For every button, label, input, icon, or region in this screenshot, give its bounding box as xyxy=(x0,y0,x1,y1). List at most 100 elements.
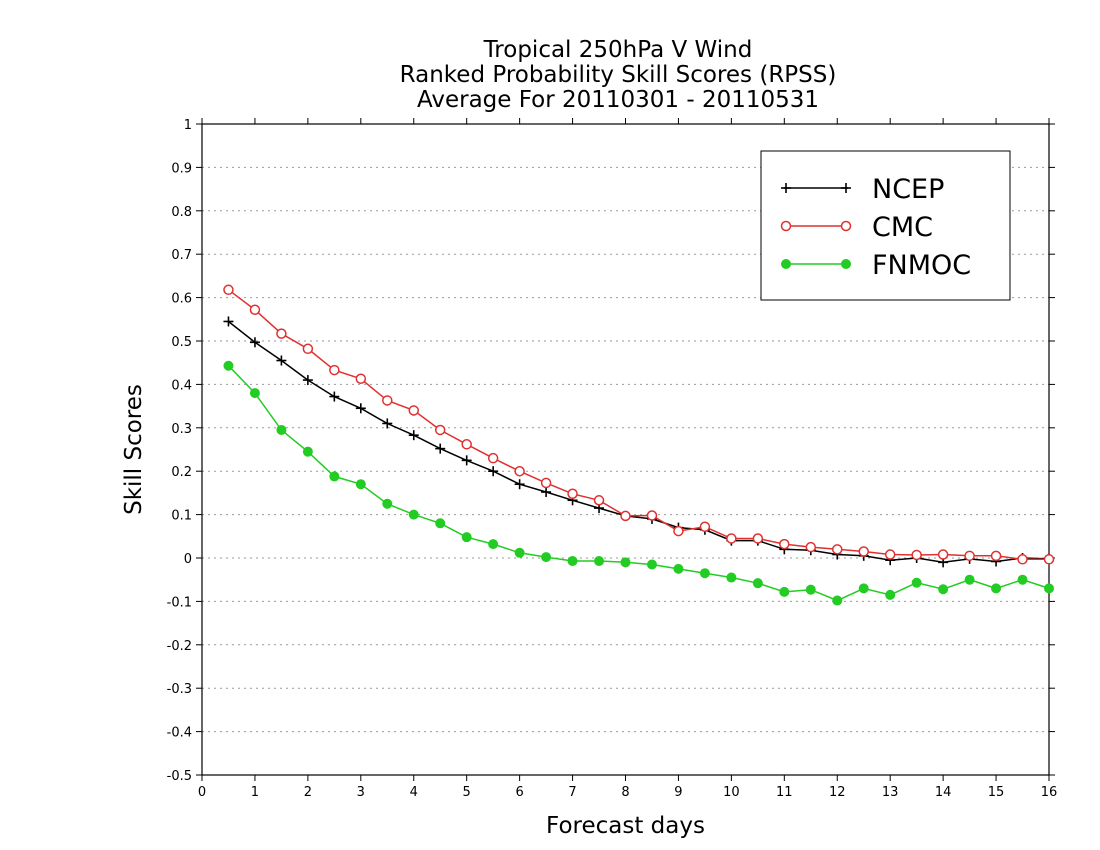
data-point-fnmoc xyxy=(673,563,684,574)
series-line-ncep xyxy=(228,320,1050,564)
data-point-cmc xyxy=(408,405,419,416)
data-point-ncep xyxy=(514,479,525,490)
x-tick-label: 3 xyxy=(357,785,365,800)
legend: NCEP CMC FNMOC xyxy=(760,150,1011,301)
data-point-fnmoc xyxy=(355,479,366,490)
data-point-fnmoc xyxy=(408,509,419,520)
data-point-fnmoc xyxy=(699,568,710,579)
y-tick-label: -0.5 xyxy=(167,769,192,784)
data-point-fnmoc xyxy=(488,539,499,550)
y-tick-label: 0.9 xyxy=(171,161,192,176)
data-point-cmc xyxy=(276,328,287,339)
data-point-fnmoc xyxy=(541,552,552,563)
data-point-cmc xyxy=(964,550,975,562)
y-tick-label: 0.5 xyxy=(171,335,192,350)
data-point-fnmoc xyxy=(567,556,578,567)
data-point-cmc xyxy=(514,465,525,477)
y-tick-label: 0.3 xyxy=(171,422,192,437)
y-axis: -0.5 -0.4 -0.3 -0.2 -0.1 0 0.1 0.2 0.3 0.4 0.5 0.6 0… xyxy=(167,118,1055,784)
data-point-fnmoc xyxy=(938,584,949,595)
data-point-cmc xyxy=(832,544,843,555)
data-point-fnmoc xyxy=(991,583,1002,594)
x-tick-label: 14 xyxy=(935,785,952,800)
y-tick-label: 1 xyxy=(184,118,192,133)
legend-marker xyxy=(840,220,852,232)
data-point-cmc xyxy=(223,284,234,296)
data-point-ncep xyxy=(408,430,419,441)
data-point-fnmoc xyxy=(805,584,816,595)
data-point-fnmoc xyxy=(885,589,896,600)
legend-marker xyxy=(841,259,851,269)
data-point-ncep xyxy=(249,337,260,348)
x-tick-label: 4 xyxy=(410,785,418,800)
data-point-fnmoc xyxy=(329,471,340,482)
data-point-fnmoc xyxy=(302,446,313,457)
data-point-cmc xyxy=(805,541,817,553)
data-point-fnmoc xyxy=(594,556,605,567)
data-point-fnmoc xyxy=(1044,583,1054,594)
series-lines xyxy=(223,284,1055,606)
y-tick-label: 0.4 xyxy=(171,378,192,393)
data-point-cmc xyxy=(1017,554,1028,565)
data-point-fnmoc xyxy=(435,518,446,529)
series-line-cmc xyxy=(228,289,1049,561)
data-point-cmc xyxy=(593,495,605,506)
data-point-fnmoc xyxy=(514,547,525,558)
data-point-cmc xyxy=(884,549,896,560)
data-point-ncep xyxy=(223,316,234,327)
data-point-ncep xyxy=(276,355,287,366)
x-tick-label: 6 xyxy=(515,785,523,800)
y-tick-label: 0.6 xyxy=(171,292,192,307)
y-tick-label: 0.8 xyxy=(171,205,192,220)
data-point-ncep xyxy=(355,403,366,414)
data-point-cmc xyxy=(673,525,684,537)
data-point-fnmoc xyxy=(911,577,922,588)
data-point-ncep xyxy=(541,487,552,498)
legend-marker xyxy=(781,259,791,269)
legend-item-cmc: CMC xyxy=(780,212,933,243)
x-tick-label: 2 xyxy=(304,785,312,800)
data-point-ncep xyxy=(461,455,472,466)
data-point-cmc xyxy=(461,439,472,450)
x-tick-label: 5 xyxy=(463,785,471,800)
data-point-cmc xyxy=(858,546,869,557)
data-point-ncep xyxy=(488,466,499,477)
data-point-cmc xyxy=(620,510,631,522)
data-point-cmc xyxy=(990,550,1002,562)
y-tick-label: 0.7 xyxy=(171,248,192,263)
x-tick-label: 10 xyxy=(723,785,740,800)
data-point-fnmoc xyxy=(276,424,287,435)
data-point-cmc xyxy=(567,488,578,500)
data-point-ncep xyxy=(329,391,340,402)
data-point-cmc xyxy=(726,533,737,544)
legend-item-fnmoc: FNMOC xyxy=(781,250,971,281)
title-line: Tropical 250hPa V Wind xyxy=(483,37,753,63)
data-point-cmc xyxy=(434,424,446,436)
y-tick-label: 0.1 xyxy=(171,509,192,524)
data-point-cmc xyxy=(249,304,261,316)
data-point-cmc xyxy=(382,395,393,406)
x-tick-label: 11 xyxy=(776,785,793,800)
data-point-cmc xyxy=(937,549,949,560)
x-tick-label: 1 xyxy=(251,785,259,800)
data-point-fnmoc xyxy=(382,498,393,509)
data-point-cmc xyxy=(540,477,552,489)
data-point-fnmoc xyxy=(249,388,260,399)
data-point-cmc xyxy=(752,533,764,544)
title-line: Ranked Probability Skill Scores (RPSS) xyxy=(400,62,837,88)
data-point-cmc xyxy=(1043,554,1055,565)
y-axis-label: Skill Scores xyxy=(121,384,147,515)
y-tick-label: -0.3 xyxy=(167,682,192,697)
x-tick-label: 0 xyxy=(198,785,206,800)
x-tick-label: 8 xyxy=(621,785,629,800)
data-point-fnmoc xyxy=(620,557,631,568)
series-line-fnmoc xyxy=(227,365,1050,602)
data-point-fnmoc xyxy=(1017,574,1028,585)
data-point-fnmoc xyxy=(779,586,790,597)
legend-item-ncep: NCEP xyxy=(781,174,944,205)
data-point-cmc xyxy=(646,510,658,521)
y-tick-label: -0.4 xyxy=(167,726,192,741)
x-tick-label: 15 xyxy=(988,785,1005,800)
x-tick-label: 13 xyxy=(882,785,899,800)
